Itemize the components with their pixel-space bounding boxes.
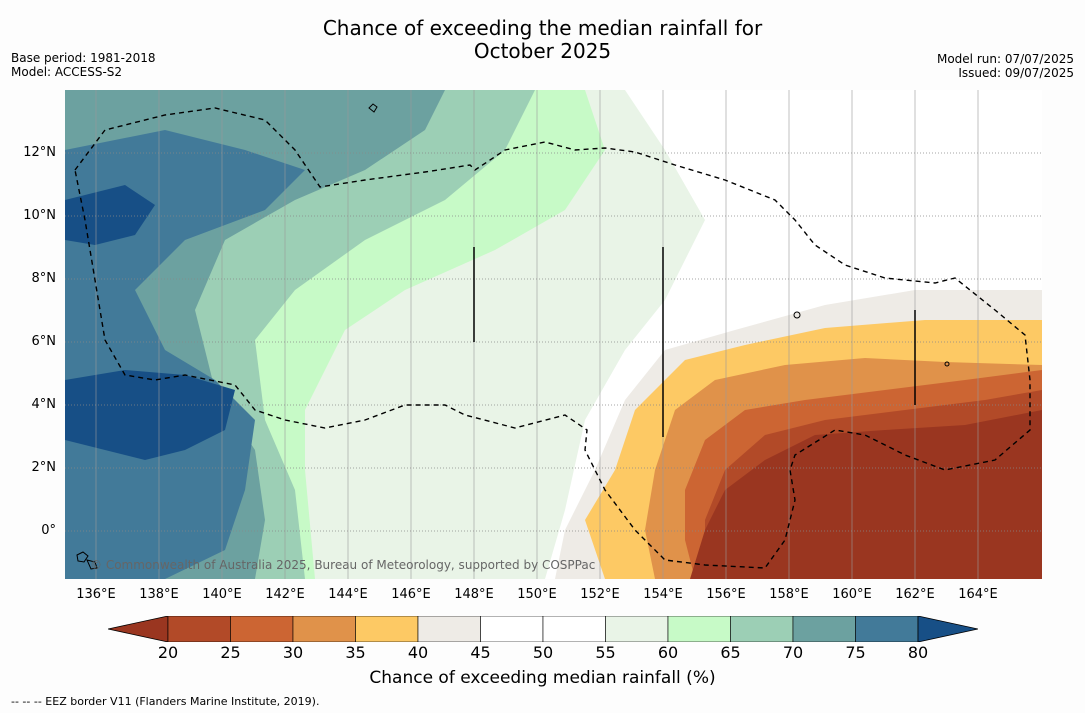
y-tick-label: 8°N bbox=[31, 271, 57, 286]
colorbar-label: Chance of exceeding median rainfall (%) bbox=[369, 668, 716, 688]
colorbar-segment bbox=[292, 615, 356, 643]
colorbar bbox=[107, 615, 979, 643]
colorbar-segment bbox=[667, 615, 731, 643]
coastline bbox=[76, 103, 950, 570]
colorbar-tick-label: 80 bbox=[907, 643, 929, 662]
zone-above-85-south bbox=[65, 370, 235, 460]
x-tick-label: 158°E bbox=[769, 587, 809, 602]
map-title-date: October 2025 bbox=[473, 39, 612, 63]
x-tick-label: 136°E bbox=[76, 587, 116, 602]
colorbar-tick-label: 65 bbox=[720, 643, 741, 662]
y-tick-label: 6°N bbox=[31, 334, 57, 349]
x-tick-label: 160°E bbox=[832, 587, 872, 602]
probability-map bbox=[65, 90, 1042, 579]
x-tick-label: 150°E bbox=[517, 587, 557, 602]
model-run: Model run: 07/07/2025 bbox=[936, 52, 1074, 66]
y-tick-label: 2°N bbox=[31, 460, 57, 475]
x-tick-label: 156°E bbox=[706, 587, 746, 602]
lat-gridlines bbox=[65, 152, 1042, 532]
map-canvas bbox=[65, 90, 1042, 579]
colorbar-segment bbox=[792, 615, 856, 643]
base-period: Base period: 1981-2018 bbox=[11, 51, 156, 65]
colorbar-segment bbox=[730, 615, 794, 643]
copyright-notice: © Commonwealth of Australia 2025, Bureau… bbox=[90, 558, 596, 572]
colorbar-segment bbox=[167, 615, 231, 643]
colorbar-tick-label: 50 bbox=[532, 643, 554, 662]
x-tick-label: 148°E bbox=[454, 587, 494, 602]
y-tick-label: 4°N bbox=[31, 397, 57, 412]
model-name: Model: ACCESS-S2 bbox=[11, 65, 123, 79]
colorbar-tick-label: 75 bbox=[845, 643, 866, 662]
colorbar-segment bbox=[605, 615, 669, 643]
x-tick-label: 140°E bbox=[202, 587, 242, 602]
colorbar-graphic bbox=[107, 615, 979, 643]
map-title: Chance of exceeding the median rainfall … bbox=[322, 16, 763, 40]
colorbar-segment bbox=[355, 615, 419, 643]
colorbar-tick-label: 70 bbox=[782, 643, 804, 662]
colorbar-tick-label: 55 bbox=[595, 643, 616, 662]
region-lines bbox=[473, 247, 916, 437]
colorbar-tick-label: 35 bbox=[345, 643, 366, 662]
colorbar-segment bbox=[230, 615, 294, 643]
y-tick-label: 0° bbox=[41, 523, 56, 538]
metadata-right: Model run: 07/07/2025 Issued: 09/07/2025 bbox=[937, 52, 1074, 80]
colorbar-extend-low bbox=[107, 615, 169, 643]
x-tick-label: 152°E bbox=[580, 587, 620, 602]
colorbar-tick-label: 40 bbox=[407, 643, 429, 662]
x-tick-label: 142°E bbox=[265, 587, 305, 602]
colorbar-tick-label: 20 bbox=[157, 643, 179, 662]
colorbar-tick-label: 25 bbox=[220, 643, 241, 662]
zone-above-85-north bbox=[65, 185, 155, 245]
zone-80-85 bbox=[65, 130, 305, 579]
colorbar-segment bbox=[855, 615, 919, 643]
metadata-left: Base period: 1981-2018 Model: ACCESS-S2 bbox=[11, 51, 156, 79]
colorbar-segment bbox=[480, 615, 544, 643]
colorbar-extend-high bbox=[917, 615, 979, 643]
colorbar-tick-label: 60 bbox=[657, 643, 679, 662]
x-tick-label: 162°E bbox=[895, 587, 935, 602]
issued-date: Issued: 09/07/2025 bbox=[958, 66, 1074, 80]
x-tick-label: 154°E bbox=[643, 587, 683, 602]
colorbar-tick-label: 30 bbox=[282, 643, 304, 662]
colorbar-segment bbox=[417, 615, 481, 643]
x-tick-label: 146°E bbox=[391, 587, 431, 602]
colorbar-segment bbox=[542, 615, 606, 643]
y-tick-label: 10°N bbox=[23, 208, 56, 223]
x-tick-label: 144°E bbox=[328, 587, 368, 602]
zone-below-20 bbox=[690, 410, 1042, 579]
y-tick-label: 12°N bbox=[23, 145, 56, 160]
eez-footnote: -- -- -- EEZ border V11 (Flanders Marine… bbox=[11, 695, 320, 708]
x-tick-label: 138°E bbox=[139, 587, 179, 602]
colorbar-tick-label: 45 bbox=[470, 643, 491, 662]
x-tick-label: 164°E bbox=[958, 587, 998, 602]
eez-border bbox=[74, 107, 1031, 569]
